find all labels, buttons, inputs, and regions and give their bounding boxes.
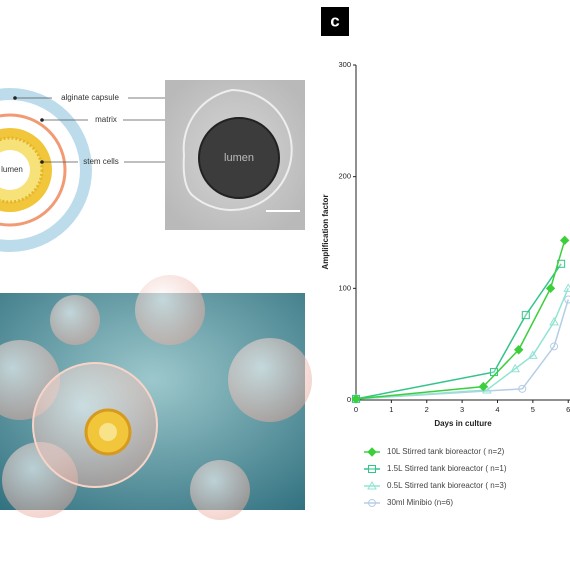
marker <box>527 350 538 359</box>
x-tick-label: 5 <box>531 405 535 414</box>
x-tick-label: 3 <box>460 405 464 414</box>
legend-marker <box>367 480 377 490</box>
matrix-label: matrix <box>95 115 117 124</box>
x-tick-label: 6 <box>566 405 570 414</box>
panel-badge <box>321 7 349 36</box>
marker <box>545 283 556 294</box>
marker <box>521 311 530 320</box>
y-tick-label: 200 <box>338 172 351 181</box>
capsule-outline <box>182 88 293 211</box>
legend-label: 1.5L Stirred tank bioreactor ( n=1) <box>387 464 507 473</box>
micrograph-lumen: lumen <box>224 152 254 164</box>
plot: 0 100 200 300 0 1 2 3 4 5 6 10L Stirred tank biorea… <box>338 60 570 507</box>
capsule-label: alginate capsule <box>61 93 119 102</box>
y-axis-title: Amplification factor <box>321 194 330 269</box>
marker <box>510 363 521 373</box>
organoid <box>198 117 280 199</box>
marker <box>549 316 559 326</box>
legend-label: 30ml Minibio (n=6) <box>387 498 453 507</box>
x-tick-label: 2 <box>425 405 429 414</box>
x-tick-label: 4 <box>495 405 499 414</box>
x-tick-label: 1 <box>389 405 393 414</box>
marker <box>559 235 570 246</box>
series-line <box>355 288 569 400</box>
y-tick-label: 0 <box>347 395 351 404</box>
lumen-label: lumen <box>1 165 23 174</box>
x-axis-title: Days in culture <box>434 419 492 428</box>
legend-label: 10L Stirred tank bioreactor ( n=2) <box>387 447 505 456</box>
marker <box>478 381 489 392</box>
marker <box>550 342 559 351</box>
legend-marker <box>367 447 377 457</box>
series-line <box>355 263 562 400</box>
bubbles <box>0 275 312 520</box>
y-tick-label: 300 <box>338 60 351 69</box>
stem-cells-label: stem cells <box>83 157 119 166</box>
legend-marker <box>368 499 376 507</box>
marker <box>563 283 570 292</box>
marker <box>514 345 524 355</box>
marker <box>351 394 361 404</box>
marker <box>518 384 527 393</box>
panel-label: c <box>330 11 339 30</box>
y-tick-label: 100 <box>338 283 351 292</box>
marker <box>564 295 570 304</box>
schematic <box>0 88 92 252</box>
x-tick-label: 0 <box>354 405 358 414</box>
legend-marker <box>368 465 376 473</box>
legend-label: 0.5L Stirred tank bioreactor ( n=3) <box>387 481 507 490</box>
